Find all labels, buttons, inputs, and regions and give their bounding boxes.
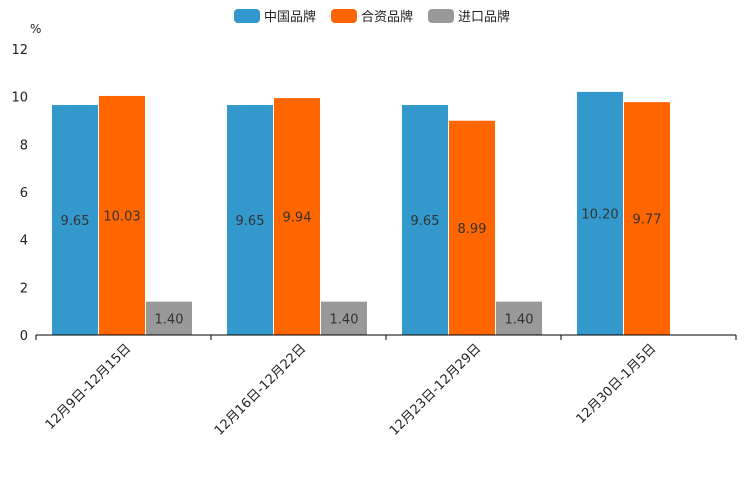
- bar-value-label: 9.94: [283, 211, 312, 226]
- x-category-label: 12月23日-12月29日: [387, 341, 484, 438]
- bar: [577, 91, 623, 336]
- x-category-label: 12月9日-12月15日: [43, 341, 135, 433]
- bar: [274, 98, 320, 335]
- legend-swatch: [331, 9, 357, 23]
- legend: 中国品牌 合资品牌 进口品牌: [234, 9, 510, 25]
- y-tick-label: 4: [20, 234, 28, 249]
- bar-value-label: 10.03: [103, 209, 140, 224]
- x-axis: 12月9日-12月15日 12月16日-12月22日 12月23日-12月29日 12…: [35, 334, 737, 439]
- bar-value-label: 9.65: [236, 214, 265, 229]
- bar: [227, 105, 273, 335]
- y-tick-label: 10: [11, 91, 28, 106]
- bar: [99, 95, 145, 336]
- bar-value-label: 1.40: [505, 313, 534, 328]
- y-axis-unit: %: [30, 22, 41, 36]
- y-tick-label: 12: [11, 43, 28, 58]
- y-axis: 0 2 4 6 8 10 12: [11, 43, 28, 344]
- bar: [402, 105, 448, 335]
- bar-value-label: 10.20: [581, 207, 618, 222]
- bar: [52, 105, 98, 335]
- bar-value-label: 9.77: [633, 213, 662, 228]
- legend-label: 合资品牌: [361, 9, 413, 25]
- bar-value-label: 9.65: [411, 214, 440, 229]
- x-category-label: 12月30日-1月5日: [574, 341, 660, 427]
- bar: [624, 102, 670, 335]
- y-tick-label: 0: [20, 329, 28, 344]
- x-category-label: 12月16日-12月22日: [212, 341, 309, 438]
- bar: [146, 301, 192, 335]
- legend-label: 中国品牌: [264, 9, 316, 25]
- bar: [321, 301, 367, 335]
- legend-label: 进口品牌: [458, 9, 510, 25]
- bars: 9.65 10.03 1.40 9.65 9.94 1.40 9.65 8.99 1.40 10.…: [52, 91, 670, 336]
- bar-value-label: 8.99: [458, 222, 487, 237]
- y-tick-label: 6: [20, 186, 28, 201]
- bar-value-label: 1.40: [330, 313, 359, 328]
- bar: [449, 120, 495, 335]
- legend-swatch: [428, 9, 454, 23]
- y-tick-label: 8: [20, 138, 28, 153]
- bar-value-label: 1.40: [155, 313, 184, 328]
- y-tick-label: 2: [20, 281, 28, 296]
- bar-value-label: 9.65: [61, 214, 90, 229]
- bar: [496, 301, 542, 335]
- legend-swatch: [234, 9, 260, 23]
